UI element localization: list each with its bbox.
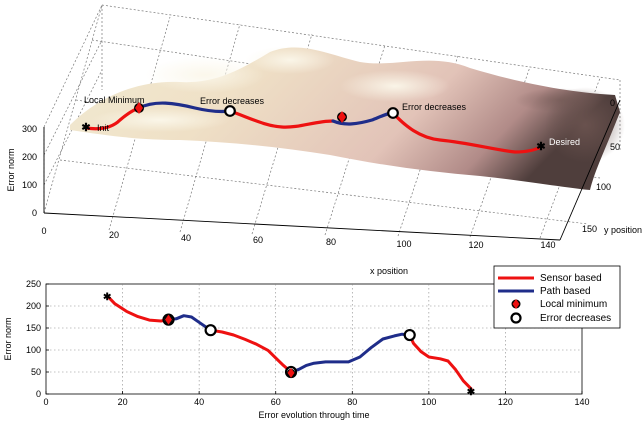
x-tick-label: 120 <box>468 240 483 250</box>
surface-markers: ✱ ✱ <box>81 102 546 153</box>
error-decreases-marker <box>224 105 236 117</box>
y-axis-label: Error norm <box>3 317 13 360</box>
legend-error-decreases-label: Error decreases <box>540 313 611 324</box>
x-axis-label: Error evolution through time <box>258 410 369 420</box>
x-tick-label: 100 <box>421 397 436 407</box>
x-tick-label: 0 <box>43 397 48 407</box>
y-gridlines <box>46 283 582 395</box>
x-axis-label: x position <box>370 266 408 276</box>
init-marker: ✱ <box>81 122 90 134</box>
endpoint-marker: ✱ <box>467 387 476 398</box>
legend-error-decreases-swatch <box>510 312 522 324</box>
x-tick-label: 60 <box>271 397 281 407</box>
x-tick-label: 140 <box>574 397 589 407</box>
legend-sensor-label: Sensor based <box>540 273 602 284</box>
z-tick-label: 200 <box>22 152 37 162</box>
endpoint-marker: ✱ <box>103 292 112 303</box>
local-minimum-marker <box>134 102 144 114</box>
series-lines <box>105 294 473 391</box>
y-tick-label: 150 <box>26 323 41 333</box>
y-tick-label: 100 <box>26 345 41 355</box>
x-tick-label: 120 <box>498 397 513 407</box>
local-minimum-point <box>287 367 296 378</box>
z-tick-label: 300 <box>22 124 37 134</box>
z-ticks: 0 100 200 300 <box>22 124 37 218</box>
y-tick-label: 200 <box>26 301 41 311</box>
legend-local-minimum-label: Local minimum <box>540 299 607 310</box>
y-axis-label: y position <box>604 225 642 235</box>
annotation-desired: Desired <box>549 137 580 147</box>
y-tick-label: 50 <box>610 142 620 152</box>
x-gridlines <box>45 284 583 394</box>
x-tick-label: 40 <box>181 233 191 243</box>
y-ticks-3d: 0 50 100 150 <box>582 98 620 234</box>
series-line <box>209 328 293 374</box>
series-line <box>289 332 412 374</box>
error-decreases-marker <box>387 107 399 119</box>
x-tick-label: 40 <box>194 397 204 407</box>
surface-axes <box>43 99 621 241</box>
x-tick-label: 140 <box>540 240 555 250</box>
local-minimum-point <box>164 314 173 325</box>
legend: Sensor based Path based Local minimum Er… <box>493 265 621 329</box>
x-tick-labels: 0 20 40 60 80 100 120 140 <box>43 397 589 407</box>
point-markers: ✱✱ <box>103 292 476 398</box>
x-tick-label: 100 <box>396 239 411 249</box>
annotation-init: Init <box>97 123 110 133</box>
x-tick-label: 80 <box>326 237 336 247</box>
x-tick-label: 60 <box>253 235 263 245</box>
y-tick-label: 0 <box>36 389 41 399</box>
legend-path-label: Path based <box>540 286 591 297</box>
plot-frame <box>45 283 583 395</box>
x-ticks-3d: 0 20 40 60 80 100 120 140 <box>41 226 555 250</box>
surface-segment-sensor <box>228 109 335 129</box>
annotation-local-minimum: Local Minimum <box>84 95 145 105</box>
x-tick-label: 0 <box>41 226 46 236</box>
y-tick-labels: 0 50 100 150 200 250 <box>26 279 41 399</box>
y-tick-label: 100 <box>596 182 611 192</box>
surface-segment-sensor <box>84 106 141 131</box>
z-tick-label: 100 <box>22 180 37 190</box>
annotation-error-decreases: Error decreases <box>200 96 265 106</box>
x-tick-label: 20 <box>109 230 119 240</box>
x-tick-label: 20 <box>118 397 128 407</box>
y-tick-label: 250 <box>26 279 41 289</box>
surface-segment-sensor <box>391 111 543 154</box>
y-tick-label: 150 <box>582 224 597 234</box>
z-axis-label: Error norm <box>6 148 16 191</box>
series-line <box>408 333 473 391</box>
surface-panel: ✱ ✱ Init Local Minimum Error decreases E… <box>6 4 642 276</box>
annotation-error-decreases: Error decreases <box>402 102 467 112</box>
local-minimum-marker <box>337 111 347 123</box>
y-tick-label: 50 <box>31 367 41 377</box>
error-decreases-point <box>204 324 217 337</box>
surface-segment-path <box>137 101 232 114</box>
x-tick-label: 80 <box>347 397 357 407</box>
error-decreases-point <box>403 328 416 342</box>
z-tick-label: 0 <box>32 208 37 218</box>
series-line <box>105 294 170 323</box>
y-tick-label: 0 <box>610 98 615 108</box>
error-surface <box>70 46 625 191</box>
legend-local-minimum-swatch <box>511 299 521 309</box>
desired-marker: ✱ <box>536 141 545 153</box>
